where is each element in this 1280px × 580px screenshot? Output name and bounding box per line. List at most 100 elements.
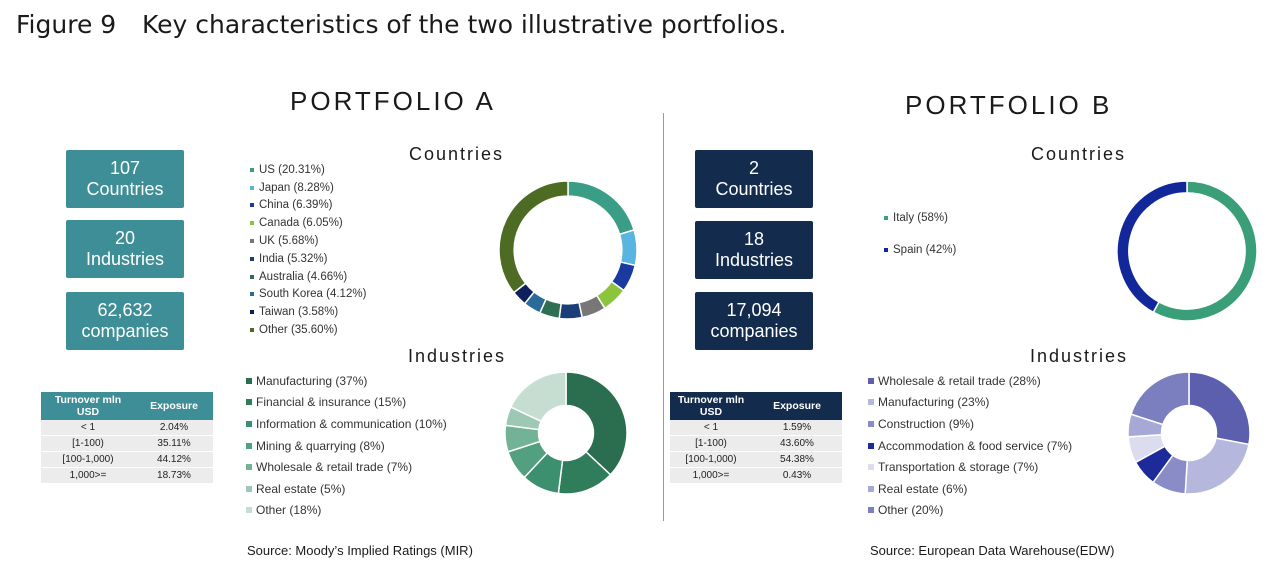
portfolio-a-industries-heading: Industries <box>408 346 507 366</box>
portfolio-b-industries-heading: Industries <box>1030 346 1129 366</box>
legend-label: Other (35.60%) <box>259 324 338 337</box>
portfolio-a-title: PORTFOLIO A <box>290 86 496 116</box>
table-cell: 0.43% <box>752 467 842 484</box>
legend-item: US (20.31%) <box>250 161 366 179</box>
table-row: 1,000>= 18.73% <box>41 467 213 484</box>
donut-slice <box>509 371 567 423</box>
figure-caption: Figure 9 Key characteristics of the two i… <box>16 10 786 39</box>
box-label: Industries <box>85 249 165 269</box>
legend-label: Financial & insurance (15%) <box>256 395 407 410</box>
legend-swatch <box>868 485 874 492</box>
donut-slice <box>618 229 638 267</box>
legend-item: UK (5.68%) <box>250 232 366 250</box>
legend-swatch <box>246 377 252 384</box>
legend-item: Financial & insurance (15%) <box>246 392 447 414</box>
table-cell: [1-100) <box>41 435 135 452</box>
portfolio-b-industries-donut <box>1127 371 1251 495</box>
donut-slice <box>1152 180 1258 322</box>
legend-label: Taiwan (3.58%) <box>259 306 339 319</box>
turnover-header: Turnover mln USD <box>41 392 135 420</box>
portfolio-b-countries-legend: Italy (58%) Spain (42%) <box>884 202 956 266</box>
box-label: companies <box>81 321 169 341</box>
table-row: [100-1,000) 44.12% <box>41 451 213 468</box>
donut-slice <box>565 371 628 476</box>
legend-label: Accommodation & food service (7%) <box>878 438 1073 453</box>
legend-label: Japan (8.28%) <box>259 181 334 194</box>
portfolio-divider <box>663 113 664 521</box>
legend-swatch <box>250 239 254 244</box>
legend-label: Canada (6.05%) <box>259 217 343 230</box>
table-cell: 1.59% <box>752 420 842 436</box>
table-cell: 2.04% <box>135 420 213 436</box>
legend-swatch <box>246 399 252 406</box>
box-label: companies <box>710 321 798 341</box>
donut-slice <box>1188 371 1251 446</box>
legend-swatch <box>246 485 252 492</box>
portfolio-b-turnover-table: Turnover mln USD Exposure < 1 1.59% [1-10… <box>670 392 842 484</box>
portfolio-a-countries-legend: US (20.31%) Japan (8.28%) China (6.39%) Can… <box>250 161 366 339</box>
table-row: [1-100) 43.60% <box>670 435 842 452</box>
table-row: [1-100) 35.11% <box>41 435 213 452</box>
legend-item: Taiwan (3.58%) <box>250 303 366 321</box>
legend-item: Accommodation & food service (7%) <box>868 435 1072 457</box>
portfolio-b-industries-box: 18 Industries <box>695 221 813 279</box>
legend-label: China (6.39%) <box>259 199 333 212</box>
legend-swatch <box>868 507 874 514</box>
legend-swatch <box>868 442 874 449</box>
portfolio-a-countries-box: 107 Countries <box>66 150 184 208</box>
legend-item: Wholesale & retail trade (28%) <box>868 370 1072 392</box>
legend-swatch <box>250 328 254 333</box>
table-cell: 35.11% <box>135 435 213 452</box>
box-label: Industries <box>714 250 794 270</box>
turnover-header: Turnover mln USD <box>670 392 752 420</box>
legend-item: Mining & quarrying (8%) <box>246 435 447 457</box>
table-cell: < 1 <box>670 420 752 436</box>
portfolio-b-industries-legend: Wholesale & retail trade (28%) Manufactur… <box>868 370 1072 521</box>
portfolio-a-countries-heading: Countries <box>409 144 505 164</box>
legend-label: Manufacturing (23%) <box>878 395 990 410</box>
donut-slice <box>558 301 584 320</box>
portfolio-a-industries-box: 20 Industries <box>66 220 184 278</box>
exposure-header: Exposure <box>752 392 842 420</box>
legend-label: Wholesale & retail trade (7%) <box>256 460 413 475</box>
legend-swatch <box>246 464 252 471</box>
legend-swatch <box>868 464 874 471</box>
box-label: Countries <box>715 179 793 199</box>
table-cell: [100-1,000) <box>41 451 135 468</box>
table-row: 1,000>= 0.43% <box>670 467 842 484</box>
box-value: 2 <box>748 158 759 178</box>
legend-item: Other (20%) <box>868 500 1072 522</box>
table-cell: 1,000>= <box>670 467 752 484</box>
exposure-header: Exposure <box>135 392 213 420</box>
legend-item: Manufacturing (23%) <box>868 392 1072 414</box>
legend-label: Other (18%) <box>256 503 322 518</box>
figure-caption-text: Key characteristics of the two illustrat… <box>142 10 787 39</box>
legend-item: Information & communication (10%) <box>246 413 447 435</box>
table-row: [100-1,000) 54.38% <box>670 451 842 468</box>
legend-label: Information & communication (10%) <box>256 416 447 431</box>
table-row: < 1 1.59% <box>670 420 842 436</box>
legend-item: Real estate (5%) <box>246 478 447 500</box>
legend-label: Construction (9%) <box>878 416 975 431</box>
legend-item: Construction (9%) <box>868 413 1072 435</box>
box-value: 107 <box>109 158 141 178</box>
legend-label: India (5.32%) <box>259 252 328 265</box>
legend-swatch <box>250 256 254 261</box>
portfolio-a-industries-legend: Manufacturing (37%) Financial & insurance… <box>246 370 447 521</box>
portfolio-a-industries-donut <box>504 371 628 495</box>
legend-label: UK (5.68%) <box>259 235 319 248</box>
legend-swatch <box>250 292 254 297</box>
donut-slice <box>567 180 635 236</box>
legend-label: Wholesale & retail trade (28%) <box>878 373 1041 388</box>
legend-item: Other (18%) <box>246 500 447 522</box>
donut-slice <box>498 180 569 294</box>
legend-label: Mining & quarrying (8%) <box>256 438 385 453</box>
box-value: 17,094 <box>726 300 782 320</box>
legend-item: China (6.39%) <box>250 197 366 215</box>
table-cell: < 1 <box>41 420 135 436</box>
donut-slice <box>1130 371 1190 426</box>
donut-slice <box>1116 180 1188 314</box>
legend-label: Real estate (6%) <box>878 481 968 496</box>
box-value: 20 <box>114 228 136 248</box>
legend-swatch <box>250 274 254 279</box>
